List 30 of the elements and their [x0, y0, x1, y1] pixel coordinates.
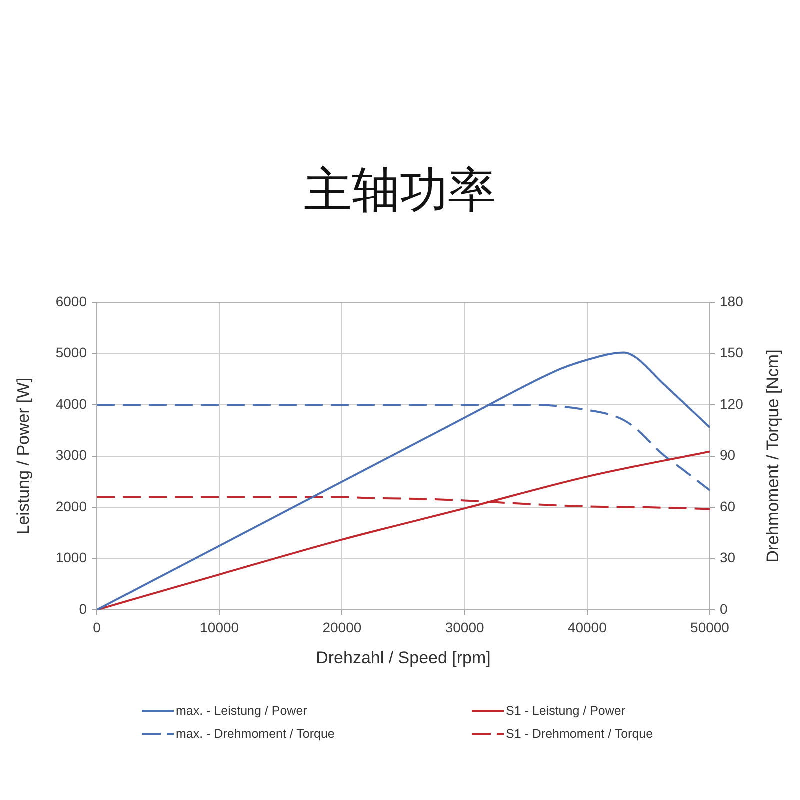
x-tick-label: 0: [93, 619, 102, 636]
y-tick-label: 2000: [56, 498, 88, 514]
x-tick-label: 10000: [200, 619, 240, 636]
legend-label: S1 - Leistung / Power: [506, 704, 626, 718]
y2-tick-label: 30: [720, 550, 736, 566]
x-tick-label: 40000: [568, 619, 608, 636]
legend-label: S1 - Drehmoment / Torque: [506, 727, 654, 741]
y-tick-label: 1000: [56, 550, 88, 566]
y2-tick-label: 60: [720, 498, 736, 514]
x-tick-label: 20000: [322, 619, 362, 636]
y-tick-label: 4000: [56, 396, 88, 412]
y2-tick-label: 90: [720, 447, 736, 464]
line-series: [97, 352, 710, 610]
y2-tick-label: 150: [720, 344, 744, 361]
y-tick-label: 6000: [56, 293, 88, 310]
y-axis-title: Leistung / Power [W]: [14, 378, 33, 535]
chart-title: 主轴功率: [304, 162, 496, 218]
legend-label: max. - Drehmoment / Torque: [176, 727, 335, 741]
y2-tick-label: 120: [720, 396, 744, 412]
y-tick-label: 5000: [56, 344, 88, 361]
y-tick-label: 3000: [56, 447, 88, 464]
x-tick-label: 50000: [690, 619, 730, 636]
x-tick-label: 30000: [445, 619, 484, 636]
line-series: [97, 450, 710, 610]
y-tick-label: 0: [79, 600, 88, 617]
y2-tick-label: 180: [720, 293, 744, 310]
x-axis-title: Drehzahl / Speed [rpm]: [316, 648, 491, 668]
y2-axis-title: Drehmoment / Torque [Ncm]: [764, 350, 783, 563]
legend-label: max. - Leistung / Power: [176, 704, 308, 718]
y2-tick-label: 0: [720, 600, 728, 617]
